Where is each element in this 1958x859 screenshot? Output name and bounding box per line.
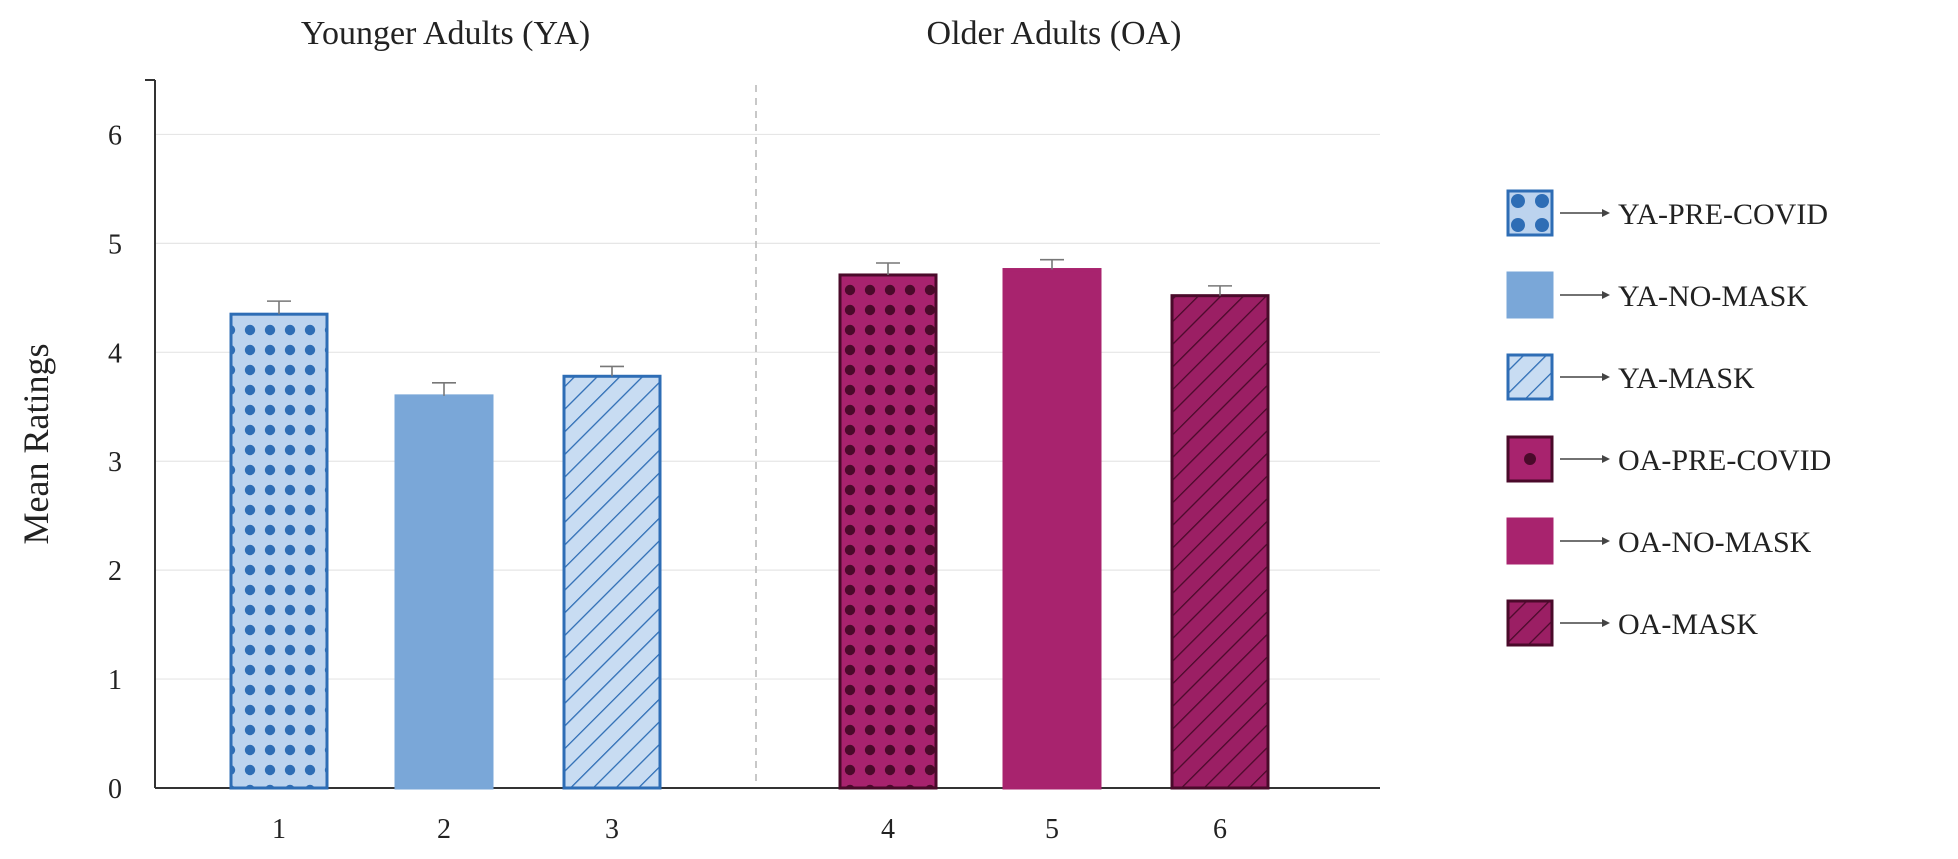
legend-label: YA-MASK (1618, 362, 1755, 395)
y-tick-label: 0 (108, 774, 122, 805)
legend-arrow-head (1602, 373, 1610, 381)
group-title-1: Younger Adults (YA) (301, 15, 590, 52)
legend: YA-PRE-COVID YA-NO-MASK YA-MASK OA-PRE-COVI… (1506, 189, 1831, 647)
bar-oa-pre-covid (838, 273, 938, 790)
bars (229, 258, 1270, 790)
legend-swatch (1506, 435, 1554, 483)
y-tick-label: 2 (108, 556, 122, 587)
legend-label: OA-NO-MASK (1618, 526, 1812, 559)
x-tick-label: 4 (881, 814, 895, 845)
legend-swatch (1506, 599, 1554, 647)
y-tick-label: 1 (108, 665, 122, 696)
x-tick-label: 3 (605, 814, 619, 845)
y-tick-label: 5 (108, 229, 122, 260)
legend-label: YA-NO-MASK (1618, 280, 1808, 313)
legend-item: OA-MASK (1506, 599, 1758, 647)
gridlines (155, 85, 1380, 788)
legend-item: OA-PRE-COVID (1506, 435, 1831, 483)
labels: 0 1 2 3 4 5 6 Mean Ratings 1 2 3 4 5 6 Younger Adults … (16, 15, 1227, 845)
legend-arrow-head (1602, 209, 1610, 217)
bar-ya-mask (562, 374, 662, 790)
legend-swatch (1506, 271, 1554, 319)
bar-ya-no-mask (394, 394, 494, 790)
legend-arrow-head (1602, 291, 1610, 299)
legend-arrow-head (1602, 537, 1610, 545)
legend-swatch (1506, 353, 1554, 401)
legend-item: YA-PRE-COVID (1506, 189, 1828, 237)
legend-label: OA-MASK (1618, 608, 1758, 641)
y-tick-label: 6 (108, 120, 122, 151)
bar-ya-pre-covid (229, 312, 329, 790)
bar-oa-mask (1170, 294, 1270, 790)
legend-swatch-dot (1511, 194, 1525, 208)
legend-item: YA-NO-MASK (1506, 271, 1808, 319)
legend-label: YA-PRE-COVID (1618, 198, 1828, 231)
y-tick-label: 4 (108, 338, 122, 369)
legend-swatch-dot (1535, 194, 1549, 208)
x-tick-label: 2 (437, 814, 451, 845)
y-axis-title: Mean Ratings (16, 344, 56, 545)
legend-arrow-head (1602, 455, 1610, 463)
legend-swatch-dot (1511, 218, 1525, 232)
legend-item: OA-NO-MASK (1506, 517, 1812, 565)
legend-item: YA-MASK (1506, 353, 1755, 401)
legend-swatch-dot (1535, 218, 1549, 232)
legend-swatch (1506, 517, 1554, 565)
group-title-2: Older Adults (OA) (927, 15, 1182, 52)
legend-swatch-dot (1524, 453, 1536, 465)
bar-oa-no-mask (1002, 268, 1102, 790)
legend-arrow-head (1602, 619, 1610, 627)
x-tick-label: 6 (1213, 814, 1227, 845)
y-tick-label: 3 (108, 447, 122, 478)
legend-label: OA-PRE-COVID (1618, 444, 1831, 477)
x-tick-label: 1 (272, 814, 286, 845)
x-tick-label: 5 (1045, 814, 1059, 845)
